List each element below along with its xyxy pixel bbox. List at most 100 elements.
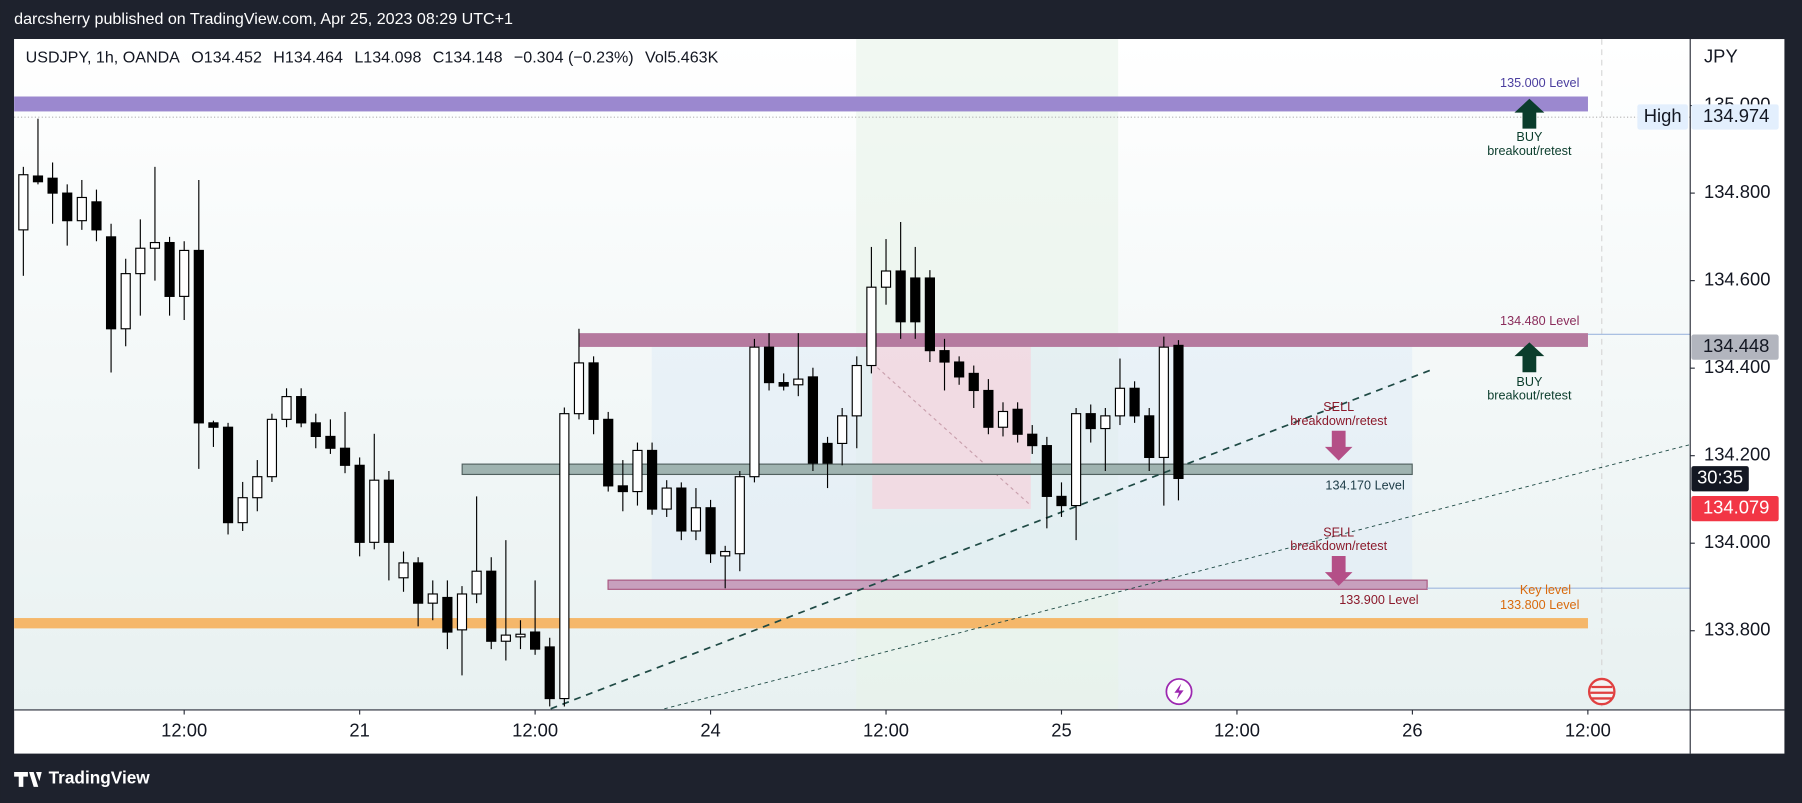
y-tick-label: 134.600 <box>1704 268 1770 289</box>
zone-134480 <box>579 333 1588 347</box>
candle-body <box>325 435 336 449</box>
candle-body <box>924 277 935 352</box>
price-tag <box>1691 334 1779 360</box>
y-tick-label: 134.200 <box>1704 444 1770 465</box>
annotation: 135.000 Level <box>1500 76 1579 90</box>
price-tag-name-bg <box>1637 104 1688 130</box>
candle-body <box>661 487 672 510</box>
candle-body <box>939 350 950 363</box>
candle-body <box>442 596 453 633</box>
candle-body <box>193 249 204 424</box>
candle-body <box>1056 495 1067 507</box>
high: H134.464 <box>273 49 343 67</box>
candle-body <box>720 550 731 557</box>
trendline <box>664 444 1691 710</box>
candle-body <box>105 236 117 330</box>
candle-body <box>1173 344 1184 480</box>
open: O134.452 <box>191 49 262 67</box>
candle-body <box>1158 346 1169 459</box>
candle-body <box>749 346 760 478</box>
candle-body <box>354 464 365 543</box>
candle-body <box>456 593 468 631</box>
candle-body <box>18 174 29 231</box>
x-tick-label: 12:00 <box>863 720 909 741</box>
down-arrow <box>1324 556 1353 586</box>
annotation: SELL <box>1323 400 1354 414</box>
candle-body <box>237 497 248 524</box>
up-arrow <box>1514 342 1545 373</box>
candle-body <box>500 634 511 642</box>
candle-body <box>1070 413 1082 507</box>
candle-body <box>910 277 921 323</box>
candle-body <box>734 476 745 555</box>
brand: TradingView <box>49 767 151 787</box>
candle-body <box>837 415 848 445</box>
candle-body <box>588 362 599 420</box>
range-box <box>651 340 1413 586</box>
candle-body <box>1041 445 1052 497</box>
candle-body <box>705 507 716 555</box>
axes: 133.800 134.000 134.200 134.400 134.600 134.8… <box>161 93 1779 741</box>
symbol-legend: USDJPY, 1h, OANDA O134.452 H134.464 L134… <box>26 49 719 67</box>
brand-logo <box>14 771 42 787</box>
countdown-bg <box>1691 466 1749 492</box>
candle-body <box>807 376 819 464</box>
candle-body <box>851 364 862 417</box>
annotation: 133.800 Level <box>1500 598 1579 612</box>
x-tick-label: 25 <box>1051 720 1071 741</box>
annotation: 134.480 Level <box>1500 314 1579 328</box>
candle-body <box>1027 433 1038 447</box>
x-tick-label: 12:00 <box>1214 720 1260 741</box>
candle-body <box>47 177 58 194</box>
candle-body <box>135 247 146 275</box>
candle-body <box>1114 387 1126 417</box>
candle-body <box>529 631 541 650</box>
price-tag-label: 134.079 <box>1703 496 1769 517</box>
x-tick-label: 26 <box>1402 720 1422 741</box>
candle-body <box>880 270 892 288</box>
change: −0.304 (−0.23%) <box>514 49 634 67</box>
candle-body <box>997 410 1009 428</box>
price-tag <box>1691 104 1779 130</box>
candle-body <box>866 286 877 367</box>
candles <box>18 118 1184 707</box>
annotation: 133.900 Level <box>1339 593 1418 607</box>
candle-body <box>1085 413 1096 430</box>
candle-body <box>676 487 687 532</box>
short-path <box>871 362 1032 506</box>
annotation: breakdown/retest <box>1290 539 1387 553</box>
candle-body <box>1012 408 1023 435</box>
x-tick-label: 12:00 <box>1565 720 1611 741</box>
price-tag-label: 134.448 <box>1703 335 1769 356</box>
price-tag-name: High <box>1644 105 1682 126</box>
candle-body <box>793 378 804 386</box>
zone-133800 <box>14 618 1588 629</box>
candle-body <box>427 593 438 604</box>
annotation: BUY <box>1516 130 1543 144</box>
x-tick-label: 12:00 <box>512 720 558 741</box>
up-arrow <box>1514 98 1545 129</box>
zone-133900 <box>607 579 1428 590</box>
candle-body <box>573 362 585 415</box>
candle-body <box>413 562 424 604</box>
y-tick-label: 134.800 <box>1704 181 1770 202</box>
annotation: SELL <box>1323 525 1354 539</box>
price-tag <box>1691 496 1779 522</box>
candle-body <box>603 418 614 487</box>
candle-body <box>1129 387 1140 417</box>
annotation: breakdown/retest <box>1290 414 1387 428</box>
event-icon-bolt <box>1174 683 1184 700</box>
candle-body <box>296 396 307 424</box>
annotation: 134.170 Level <box>1325 478 1404 492</box>
zone-134170 <box>461 463 1413 476</box>
candle-body <box>208 422 219 428</box>
candle-body <box>369 479 380 543</box>
candle-body <box>149 241 161 249</box>
price-tag-label: 134.974 <box>1703 105 1769 126</box>
zone-135000 <box>14 96 1588 112</box>
candle-body <box>544 646 555 700</box>
candle-body <box>179 249 190 297</box>
close: C134.148 <box>433 49 503 67</box>
annotation: Key level <box>1520 583 1571 597</box>
candle-body <box>646 449 658 510</box>
